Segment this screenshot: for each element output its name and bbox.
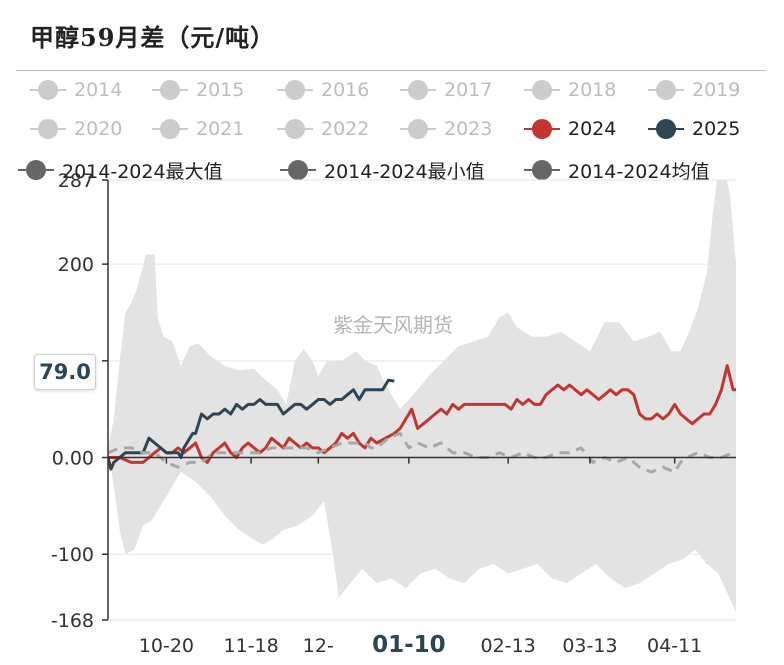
legend-swatch-icon xyxy=(522,158,562,182)
legend-label: 2020 xyxy=(74,118,123,140)
legend-swatch-icon xyxy=(398,78,438,102)
legend-swatch-icon xyxy=(522,117,562,141)
y-tick-label: 287 xyxy=(58,170,94,192)
x-tick-label: 04-11 xyxy=(647,635,702,657)
legend-label: 2015 xyxy=(196,79,245,101)
legend-label: 2022 xyxy=(321,118,370,140)
legend-label: 2023 xyxy=(444,118,493,140)
legend-label: 2019 xyxy=(692,79,741,101)
legend-swatch-icon xyxy=(275,78,315,102)
legend-label: 2021 xyxy=(196,118,245,140)
legend-swatch-icon xyxy=(28,78,68,102)
legend-item-6[interactable]: 2019 xyxy=(646,78,740,102)
legend-swatch-icon xyxy=(278,158,318,182)
legend-swatch-icon xyxy=(28,117,68,141)
legend-item-14[interactable]: 2014-2024最小值 xyxy=(278,158,485,183)
legend-swatch-icon xyxy=(275,117,315,141)
legend-label: 2017 xyxy=(444,79,493,101)
legend-item-2[interactable]: 2015 xyxy=(150,78,244,102)
legend-swatch-icon xyxy=(150,78,190,102)
title-divider xyxy=(16,70,766,71)
watermark-text: 紫金天风期货 xyxy=(333,313,453,337)
legend-item-1[interactable]: 2014 xyxy=(28,78,122,102)
legend-item-5[interactable]: 2018 xyxy=(522,78,616,102)
x-tick-label: 10-20 xyxy=(139,635,194,657)
legend-item-3[interactable]: 2016 xyxy=(275,78,369,102)
legend-item-7[interactable]: 2020 xyxy=(28,117,122,141)
chart-title: 甲醇59月差（元/吨） xyxy=(30,23,276,52)
legend-swatch-icon xyxy=(646,78,686,102)
y-tick-label: -168 xyxy=(51,610,94,632)
x-tick-label: 03-13 xyxy=(562,635,617,657)
legend-item-15[interactable]: 2014-2024均值 xyxy=(522,158,710,183)
legend-label: 2014-2024最小值 xyxy=(324,160,485,183)
x-tick-label: 12- xyxy=(303,635,334,657)
legend-item-11[interactable]: 2024 xyxy=(522,117,616,141)
y-tick-label: 0.00 xyxy=(52,448,94,470)
x-tick-label: 01-10 xyxy=(372,632,446,658)
series-line-2025 xyxy=(108,378,395,471)
band-max-min-area xyxy=(108,180,736,613)
legend-label: 2014-2024均值 xyxy=(568,160,710,183)
legend-label: 2016 xyxy=(321,79,370,101)
legend-label: 2024 xyxy=(568,118,617,140)
legend-label: 2014-2024最大值 xyxy=(62,160,223,183)
legend-swatch-icon xyxy=(522,78,562,102)
legend-item-12[interactable]: 2025 xyxy=(646,117,740,141)
legend-item-4[interactable]: 2017 xyxy=(398,78,492,102)
series-line-mean xyxy=(108,431,734,474)
legend-item-8[interactable]: 2021 xyxy=(150,117,244,141)
legend-label: 2025 xyxy=(692,118,741,140)
legend-item-13[interactable]: 2014-2024最大值 xyxy=(16,158,223,183)
x-tick-label: 11-18 xyxy=(224,635,279,657)
legend-swatch-icon xyxy=(16,158,56,182)
legend-label: 2014 xyxy=(74,79,123,101)
legend-label: 2018 xyxy=(568,79,617,101)
y-tick-label: -100 xyxy=(51,544,94,566)
legend-swatch-icon xyxy=(150,117,190,141)
legend: 2014 2015 2016 2017 2018 2019 2020 2021 2022 2023… xyxy=(0,0,784,190)
legend-item-10[interactable]: 2023 xyxy=(398,117,492,141)
legend-swatch-icon xyxy=(398,117,438,141)
legend-item-9[interactable]: 2022 xyxy=(275,117,369,141)
y-tick-label: 200 xyxy=(58,254,94,276)
series-line-2024 xyxy=(108,364,736,464)
x-tick-label: 02-13 xyxy=(481,635,536,657)
y-axis-pointer-value: 79.0 xyxy=(34,354,96,390)
legend-swatch-icon xyxy=(646,117,686,141)
